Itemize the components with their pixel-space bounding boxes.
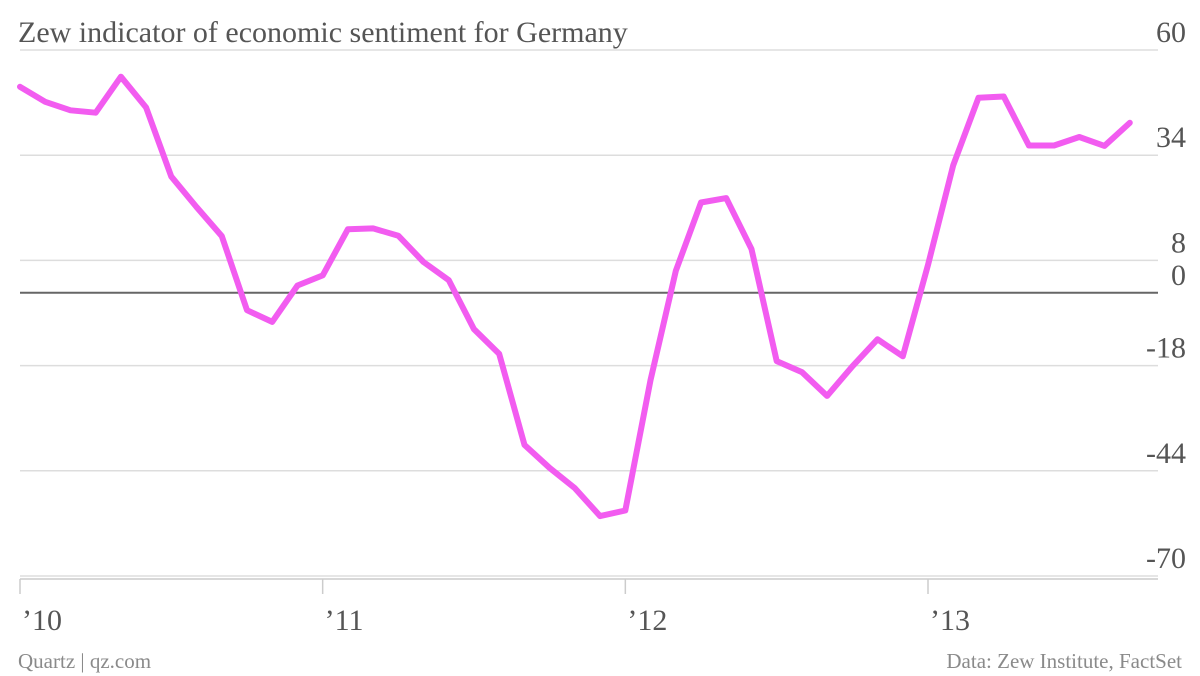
x-tick-label: ’10 bbox=[22, 604, 62, 637]
x-tick-label: ’11 bbox=[325, 604, 364, 637]
y-tick-label: 0 bbox=[1171, 259, 1186, 292]
source-credit: Quartz | qz.com bbox=[18, 649, 151, 673]
data-source: Data: Zew Institute, FactSet bbox=[946, 649, 1182, 673]
y-tick-label: 60 bbox=[1156, 16, 1186, 49]
y-tick-label: -70 bbox=[1146, 542, 1186, 575]
gridlines bbox=[20, 49, 1158, 577]
series-line bbox=[17, 73, 1133, 520]
x-axis: ’10 ’11 ’12 ’13 bbox=[19, 578, 1158, 637]
y-tick-label: 34 bbox=[1156, 121, 1186, 154]
y-tick-label: -18 bbox=[1146, 332, 1186, 365]
chart-title: Zew indicator of economic sentiment for … bbox=[18, 16, 628, 49]
y-tick-label: -44 bbox=[1146, 437, 1186, 470]
series-group bbox=[17, 73, 1133, 520]
x-tick-label: ’12 bbox=[627, 604, 667, 637]
y-tick-label: 8 bbox=[1171, 226, 1186, 259]
y-axis-ticks: 60 34 80 -18 -44 -70 bbox=[1146, 16, 1186, 575]
x-tick-label: ’13 bbox=[930, 604, 970, 637]
